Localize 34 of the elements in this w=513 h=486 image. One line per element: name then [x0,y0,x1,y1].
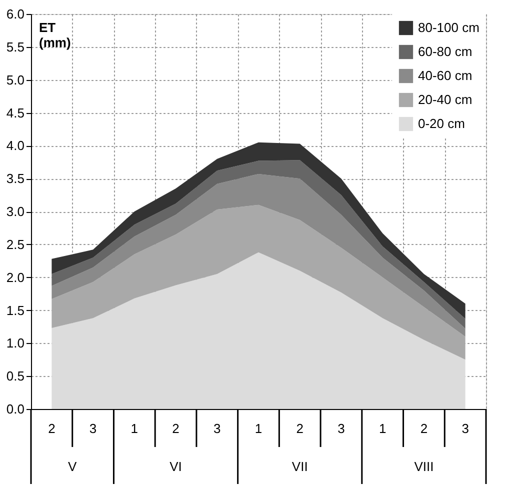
legend-label: 20-40 cm [418,92,472,107]
y-tick-label: 5.0 [6,72,24,88]
x-tick-label: 1 [130,421,138,436]
x-tick-label: 1 [378,421,386,436]
x-tick-label: 1 [254,421,262,436]
x-tick-label: 3 [214,421,221,436]
y-tick-label: 0.0 [6,402,24,416]
y-tick-label: 3.5 [6,171,24,186]
legend-label: 40-60 cm [418,68,472,83]
y-tick-label: 6.0 [6,6,24,22]
legend-label: 60-80 cm [418,44,472,59]
x-tick-label: 2 [48,421,56,436]
x-tick-label: 2 [420,421,428,436]
y-tick-label: 1.5 [6,302,24,318]
y-tick-label: 3.0 [6,204,24,219]
y-tick-label: 4.5 [6,105,24,120]
text: VIII [414,459,434,474]
legend-label: 80-100 cm [418,20,480,35]
y-tick-label: 0.5 [6,368,24,384]
x-tick-label: 2 [172,421,180,436]
y-tick-label: 2.0 [6,270,24,285]
text: VII [292,459,308,474]
y-axis-title: ET (mm) [39,20,71,50]
x-tick-label: 3 [338,421,345,436]
x-tick-label: 2 [296,421,304,436]
y-tick-label: 4.0 [6,138,24,154]
y-tick-label: 1.0 [6,336,24,351]
text: VI [170,459,182,474]
y-tick-label: 2.5 [6,236,24,252]
x-tick-label: 3 [89,421,97,436]
x-tick-label: 3 [462,421,469,436]
text: V [68,459,78,474]
legend-label: 0-20 cm [418,116,465,131]
y-tick-label: 5.5 [6,39,24,54]
